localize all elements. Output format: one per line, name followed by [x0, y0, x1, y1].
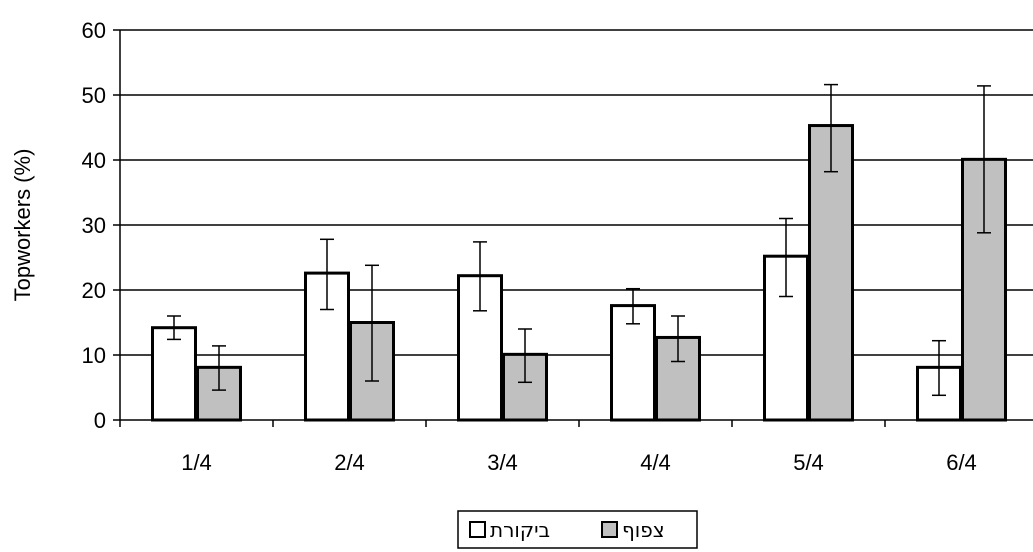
legend-label-crowded: צפוף — [622, 518, 665, 542]
bar-control — [151, 326, 197, 422]
bars — [151, 124, 1007, 422]
x-tick-label: 3/4 — [487, 450, 518, 475]
y-tick-label: 30 — [82, 213, 106, 238]
legend-label-control: ביקורת — [490, 518, 550, 542]
gridlines — [120, 29, 1033, 356]
y-tick-label: 20 — [82, 278, 106, 303]
legend-swatch-crowded — [601, 521, 618, 538]
x-tick-labels: 1/4 2/4 3/4 4/4 5/4 6/4 — [181, 450, 977, 475]
y-tick-label: 60 — [82, 18, 106, 43]
axes — [113, 29, 1033, 427]
error-bars — [167, 83, 991, 397]
y-tick-label: 0 — [94, 408, 106, 433]
y-tick-label: 50 — [82, 83, 106, 108]
x-tick-label: 5/4 — [793, 450, 824, 475]
y-axis-title: Topworkers (%) — [10, 149, 35, 302]
legend-swatch-control — [469, 521, 486, 538]
bar-control — [610, 304, 656, 422]
x-tick-label: 4/4 — [640, 450, 671, 475]
legend-box — [457, 510, 698, 549]
y-tick-label: 40 — [82, 148, 106, 173]
x-tick-label: 1/4 — [181, 450, 212, 475]
legend: ביקורת צפוף — [457, 510, 698, 549]
y-tick-label: 10 — [82, 343, 106, 368]
x-tick-label: 2/4 — [334, 450, 365, 475]
y-tick-labels: 0 10 20 30 40 50 60 — [82, 18, 106, 433]
x-tick-label: 6/4 — [946, 450, 977, 475]
